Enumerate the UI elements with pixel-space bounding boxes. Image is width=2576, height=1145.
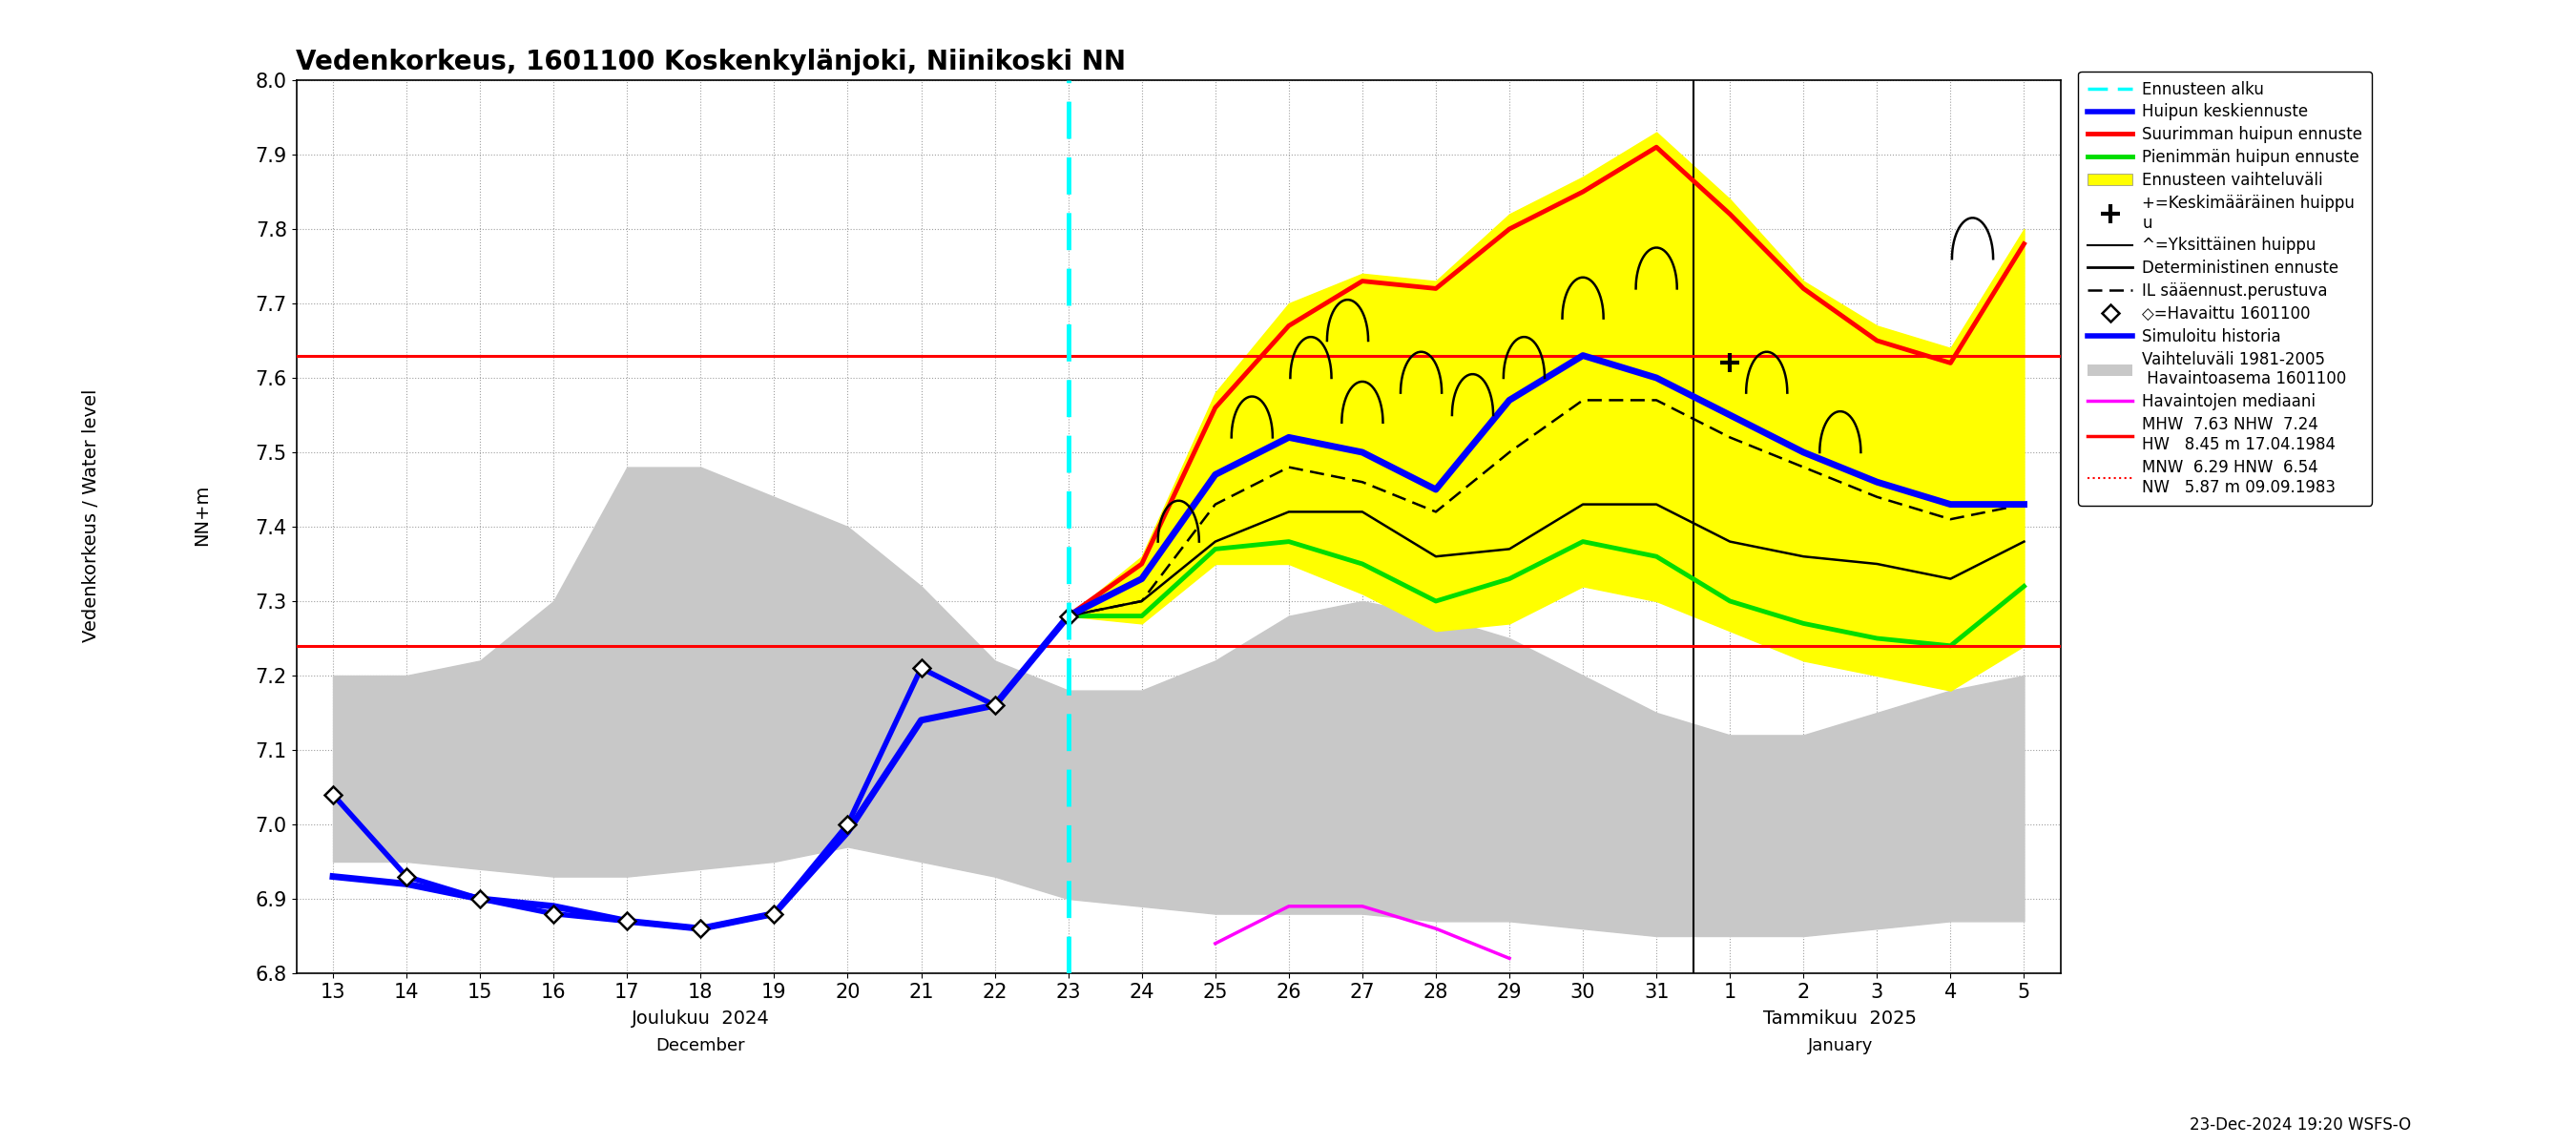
Legend: Ennusteen alku, Huipun keskiennuste, Suurimman huipun ennuste, Pienimmän huipun : Ennusteen alku, Huipun keskiennuste, Suu… [2079,71,2372,505]
Text: Vedenkorkeus / Water level: Vedenkorkeus / Water level [82,388,100,642]
Text: NN+m: NN+m [193,484,211,546]
Text: December: December [657,1036,744,1053]
Text: January: January [1808,1036,1873,1053]
Text: 23-Dec-2024 19:20 WSFS-O: 23-Dec-2024 19:20 WSFS-O [2190,1116,2411,1134]
Text: Joulukuu  2024: Joulukuu 2024 [631,1009,770,1027]
Text: Tammikuu  2025: Tammikuu 2025 [1765,1009,1917,1027]
Text: Vedenkorkeus, 1601100 Koskenkylänjoki, Niinikoski NN: Vedenkorkeus, 1601100 Koskenkylänjoki, N… [296,48,1126,76]
